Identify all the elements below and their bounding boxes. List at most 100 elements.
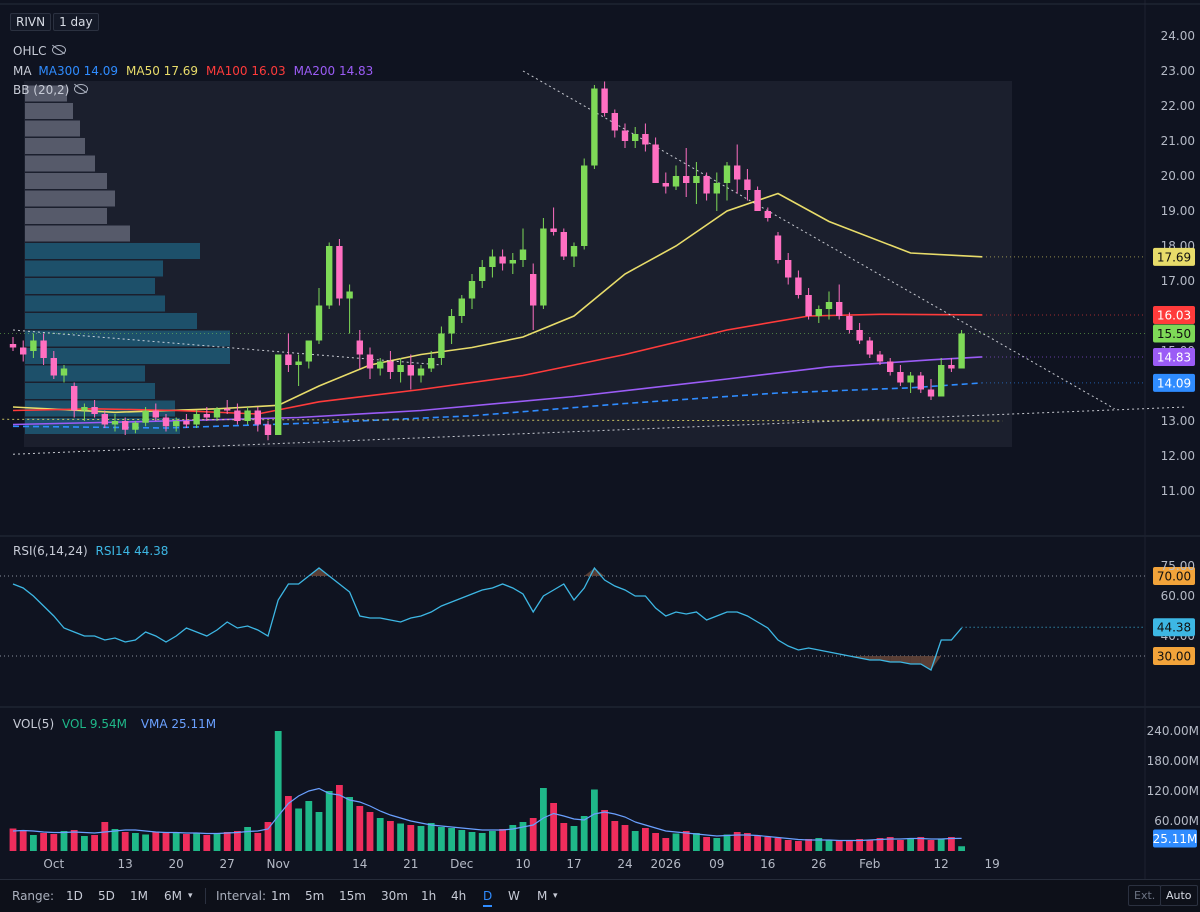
interval-1h[interactable]: 1h: [421, 889, 437, 903]
rsi-last-text: 44.38: [1157, 621, 1191, 635]
candle-body: [540, 228, 547, 306]
range-label: Range:: [12, 889, 55, 903]
volume-bar: [336, 785, 343, 851]
time-tick: 21: [403, 857, 418, 871]
interval-4h[interactable]: 4h: [451, 889, 467, 903]
time-tick: Dec: [450, 857, 473, 871]
interval-pill[interactable]: 1 day: [53, 13, 99, 31]
time-tick: 14: [352, 857, 367, 871]
symbol-pill[interactable]: RIVN: [10, 13, 52, 31]
candle-body: [203, 414, 210, 418]
range-1m[interactable]: 1M: [130, 889, 148, 903]
volume-bar: [529, 818, 537, 851]
candle-body: [611, 113, 618, 131]
rsi-level-text: 30.00: [1157, 650, 1191, 664]
volume-bar: [397, 823, 404, 851]
candle-body: [397, 365, 404, 372]
candle-body: [662, 183, 669, 187]
candle-body: [632, 134, 639, 141]
candle-body: [417, 368, 425, 376]
volume-bar: [652, 833, 659, 851]
volume-bar: [30, 835, 37, 851]
time-axis: Oct 13 20 27 Nov 14 21 Dec 10 17 24 2026 09 16 26 Feb 12…: [43, 857, 999, 871]
candle-body: [825, 302, 833, 309]
time-tick: 26: [811, 857, 826, 871]
volume-bar: [958, 846, 965, 851]
candle-body: [550, 228, 557, 232]
ohlc-legend: OHLC: [13, 44, 66, 58]
price-tick: 19.00: [1161, 204, 1195, 218]
vol-tick: 240.00M: [1147, 724, 1199, 738]
candle-body: [213, 408, 221, 418]
interval-d[interactable]: D: [483, 889, 493, 907]
time-tick: 17: [566, 857, 581, 871]
vma-line: [12, 787, 962, 842]
eye-icon[interactable]: [51, 45, 66, 55]
candle-body: [672, 176, 680, 187]
volume-profile-bar: [25, 85, 67, 102]
chevron-down-icon[interactable]: ▾: [188, 891, 193, 901]
candle-body: [856, 330, 863, 341]
candle-body: [927, 389, 935, 397]
volume-bar: [152, 832, 160, 851]
candle-body: [774, 235, 782, 260]
volume-profile-bar: [25, 103, 73, 119]
interval-15m[interactable]: 15m: [339, 889, 366, 903]
rsi-line: [12, 566, 963, 671]
candle-body: [499, 256, 506, 264]
volume-bar: [325, 791, 333, 851]
candle-body: [693, 176, 700, 183]
ma-line-ma200: [12, 356, 983, 426]
chevron-down-icon[interactable]: ▾: [553, 891, 558, 901]
interval-w[interactable]: W: [508, 889, 520, 903]
vma-last-box: [1153, 829, 1197, 848]
volume-bar: [846, 840, 853, 851]
volume-bar: [438, 827, 445, 851]
trend-line: [12, 406, 1187, 455]
volume-bar: [264, 822, 272, 851]
volume-bar: [305, 801, 313, 851]
eye-icon[interactable]: [74, 84, 89, 94]
volume-profile-bar: [25, 260, 163, 277]
ext-hours-button[interactable]: Ext.: [1128, 885, 1162, 906]
volume-bar: [489, 831, 496, 851]
price-label-text: 16.03: [1157, 308, 1191, 322]
volume-bar: [81, 836, 88, 851]
range-1d[interactable]: 1D: [66, 889, 83, 903]
volume-bar: [203, 835, 211, 851]
volume-bar: [570, 826, 578, 851]
candle-body: [254, 410, 261, 425]
candle-body: [652, 144, 659, 183]
candle-body: [60, 368, 68, 376]
divider: [205, 888, 206, 904]
range-5d[interactable]: 5D: [98, 889, 115, 903]
candle-body: [71, 386, 78, 411]
volume-bar: [795, 841, 802, 851]
price-tick: 11.00: [1161, 484, 1195, 498]
candle-body: [479, 267, 486, 281]
interval-5m[interactable]: 5m: [305, 889, 325, 903]
candle-body: [785, 260, 792, 278]
volume-bar: [907, 839, 914, 851]
interval-1m[interactable]: 1m: [271, 889, 291, 903]
interval-m[interactable]: M: [537, 889, 548, 903]
interval-30m[interactable]: 30m: [381, 889, 408, 903]
ma-legend: MA MA300 14.09 MA50 17.69 MA100 16.03 MA200…: [13, 64, 373, 78]
rsi-level-box: [1153, 647, 1195, 665]
range-6m[interactable]: 6M: [164, 889, 182, 903]
candle-body: [91, 407, 98, 414]
vol-tick: 180.00M: [1147, 754, 1199, 768]
rsi-level-box: [1153, 567, 1195, 585]
auto-scale-button[interactable]: Auto: [1160, 885, 1198, 906]
volume-bar: [285, 796, 292, 851]
candle-body: [805, 295, 812, 316]
price-tick: 17.00: [1161, 274, 1195, 288]
volume-bar: [244, 827, 251, 851]
rsi-oversold-fill: [931, 656, 942, 670]
volume-bar: [376, 818, 384, 851]
candle-body: [764, 211, 771, 218]
interval-label: Interval:: [216, 889, 266, 903]
candle-body: [122, 421, 129, 430]
ma-items: MA300 14.09 MA50 17.69 MA100 16.03 MA200 14…: [35, 64, 373, 78]
